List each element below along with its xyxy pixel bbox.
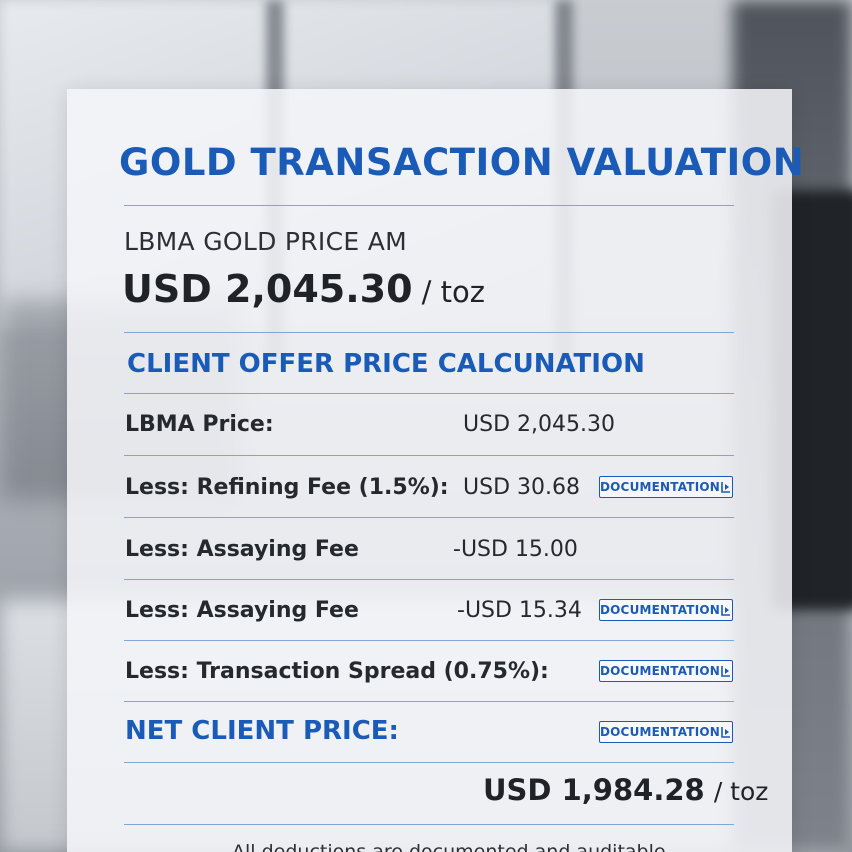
benchmark-price: USD 2,045.30 / toz (122, 267, 485, 311)
valuation-card: GOLD TRANSACTION VALUATION LBMA GOLD PRI… (67, 89, 804, 852)
refining-fee-documentation-button[interactable]: DOCUMENTATION (599, 476, 733, 498)
documentation-button-label: DOCUMENTATION (600, 603, 720, 617)
open-document-icon (720, 600, 732, 620)
divider (124, 205, 734, 206)
divider (124, 455, 734, 456)
net-client-price: USD 1,984.28 / toz (483, 773, 768, 807)
divider (124, 332, 734, 333)
divider (124, 701, 734, 702)
open-document-icon (720, 661, 732, 681)
net-client-amount: USD 1,984.28 (483, 773, 705, 807)
row-value-assaying-fee-2: -USD 15.34 (457, 598, 582, 623)
section-title: CLIENT OFFER PRICE CALCUNATION (127, 349, 645, 379)
benchmark-amount: USD 2,045.30 (122, 267, 413, 311)
page-title: GOLD TRANSACTION VALUATION (119, 141, 805, 184)
row-value-assaying-fee: -USD 15.00 (453, 537, 578, 562)
open-document-icon (720, 477, 732, 497)
transaction-spread-documentation-button[interactable]: DOCUMENTATION (599, 660, 733, 682)
row-value-lbma-price: USD 2,045.30 (463, 412, 615, 437)
documentation-button-label: DOCUMENTATION (600, 480, 720, 494)
open-document-icon (720, 722, 732, 742)
row-label-assaying-fee-2: Less: Assaying Fee (125, 598, 359, 623)
divider (124, 762, 734, 763)
documentation-button-label: DOCUMENTATION (600, 664, 720, 678)
net-client-unit: / toz (713, 777, 769, 806)
documentation-button-label: DOCUMENTATION (600, 725, 720, 739)
divider (124, 517, 734, 518)
divider (124, 393, 734, 394)
row-label-transaction-spread: Less: Transaction Spread (0.75%): (125, 659, 549, 684)
row-label-lbma-price: LBMA Price: (125, 412, 274, 437)
assaying-fee-documentation-button[interactable]: DOCUMENTATION (599, 599, 733, 621)
row-value-refining-fee: USD 30.68 (463, 475, 580, 500)
divider (124, 640, 734, 641)
benchmark-unit: / toz (421, 275, 485, 309)
divider (124, 579, 734, 580)
row-label-refining-fee: Less: Refining Fee (1.5%): (125, 475, 449, 500)
footnote: All deductions are documented and audita… (232, 841, 666, 852)
row-label-assaying-fee: Less: Assaying Fee (125, 537, 359, 562)
net-price-documentation-button[interactable]: DOCUMENTATION (599, 721, 733, 743)
net-client-price-label: NET CLIENT PRICE: (125, 716, 399, 746)
divider (124, 824, 734, 825)
benchmark-label: LBMA GOLD PRICE AM (124, 227, 407, 256)
